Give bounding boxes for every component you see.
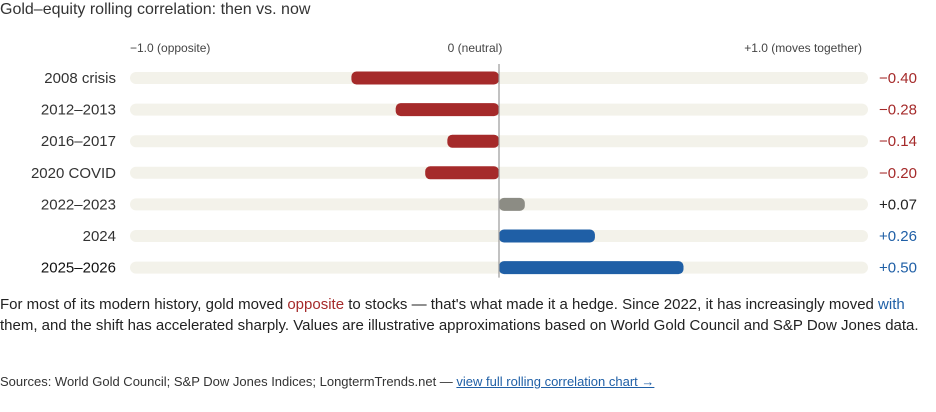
bar-0 xyxy=(351,71,499,85)
axis-label-right: +1.0 (moves together) xyxy=(744,41,862,55)
paragraph-opposite: opposite xyxy=(287,296,345,313)
bar-1 xyxy=(395,103,499,117)
correlation-chart: −1.0 (opposite) 0 (neutral) +1.0 (moves to… xyxy=(31,41,917,278)
value-label-2: −0.14 xyxy=(879,133,917,150)
value-label-6: +0.50 xyxy=(879,260,917,277)
bar-4 xyxy=(499,197,525,211)
category-label-2: 2016–2017 xyxy=(41,133,116,150)
axis-label-left: −1.0 (opposite) xyxy=(130,41,210,55)
paragraph-part-2: to stocks — that's what made it a hedge.… xyxy=(344,296,879,313)
chart-title: Gold–equity rolling correlation: then vs… xyxy=(0,1,311,18)
value-label-0: −0.40 xyxy=(879,70,917,87)
value-label-1: −0.28 xyxy=(879,102,917,119)
category-label-1: 2012–2013 xyxy=(41,102,116,119)
bar-2 xyxy=(447,134,499,148)
axis-label-center: 0 (neutral) xyxy=(448,41,503,55)
value-label-3: −0.20 xyxy=(879,165,917,182)
bar-6 xyxy=(499,261,684,275)
sources-text: Sources: World Gold Council; S&P Dow Jon… xyxy=(0,374,457,389)
category-label-3: 2020 COVID xyxy=(31,165,116,182)
bar-3 xyxy=(425,166,499,180)
category-label-5: 2024 xyxy=(83,228,116,245)
description-paragraph: For most of its modern history, gold mov… xyxy=(0,294,936,336)
rolling-correlation-link[interactable]: view full rolling correlation chart → xyxy=(456,374,655,389)
category-label-4: 2022–2023 xyxy=(41,196,116,213)
paragraph-with: with xyxy=(878,296,905,313)
paragraph-part-3: them, and the shift has accelerated shar… xyxy=(0,317,919,334)
sources-line: Sources: World Gold Council; S&P Dow Jon… xyxy=(0,374,654,389)
bar-5 xyxy=(499,229,595,243)
category-label-0: 2008 crisis xyxy=(44,70,116,87)
category-label-6: 2025–2026 xyxy=(41,260,116,277)
paragraph-part-1: For most of its modern history, gold mov… xyxy=(0,296,288,313)
value-label-4: +0.07 xyxy=(879,196,917,213)
value-label-5: +0.26 xyxy=(879,228,917,245)
